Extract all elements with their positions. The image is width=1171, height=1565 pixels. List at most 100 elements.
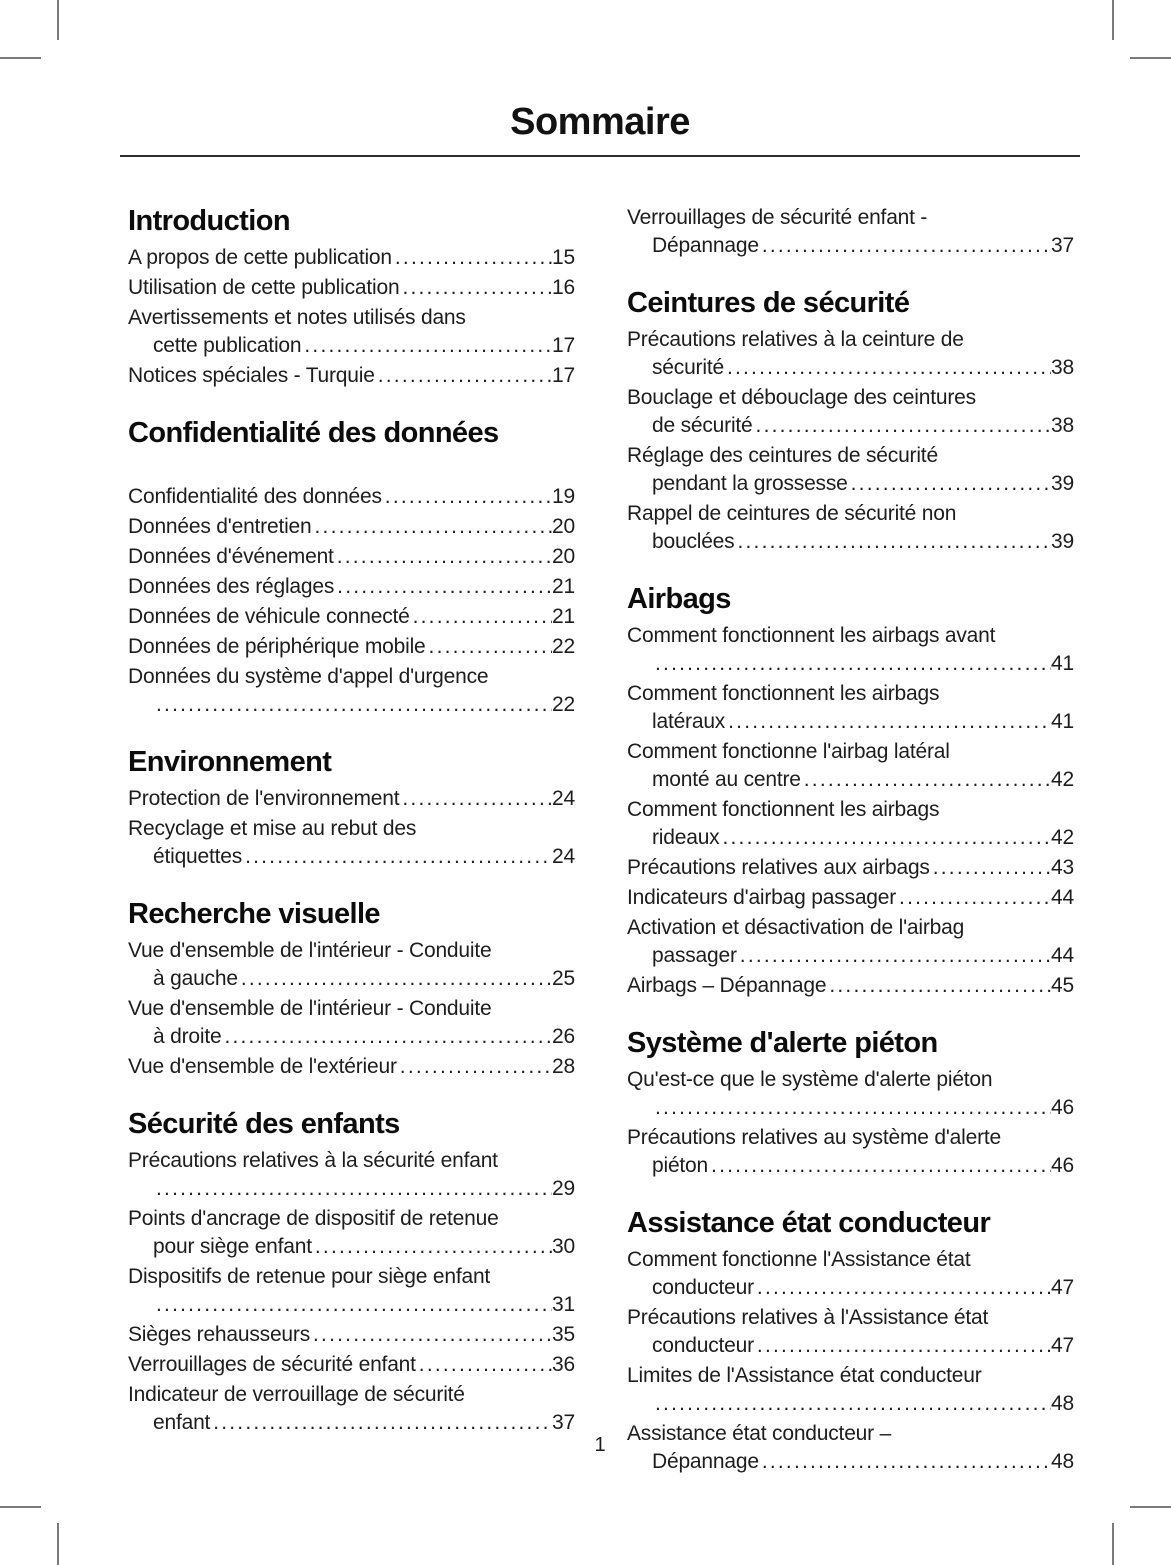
toc-entry-line: Assistance état conducteur –	[627, 1422, 892, 1445]
toc-entry[interactable]: Protection de l'environnement 24	[128, 785, 575, 813]
toc-entry[interactable]: A propos de cette publication 15	[128, 244, 575, 272]
toc-entry[interactable]: Notices spéciales - Turquie 17	[128, 362, 575, 390]
toc-page-number: 38	[1051, 414, 1074, 437]
toc-entry-label: monté au centre	[652, 768, 801, 791]
toc-page-number: 44	[1051, 944, 1074, 967]
toc-page-number: 20	[552, 545, 575, 568]
toc-entry[interactable]: Activation et désactivation de l'airbag p…	[627, 914, 1074, 970]
dot-leader	[224, 1023, 552, 1051]
toc-page-number: 42	[1051, 826, 1074, 849]
toc-page-number: 28	[552, 1055, 575, 1078]
toc-page-number: 39	[1051, 472, 1074, 495]
dot-leader	[245, 843, 552, 871]
dot-leader	[413, 603, 552, 631]
toc-entry[interactable]: Avertissements et notes utilisés dans cet…	[128, 304, 575, 360]
toc-entry[interactable]: Utilisation de cette publication 16	[128, 274, 575, 302]
title-rule	[120, 155, 1080, 157]
toc-entry[interactable]: Précautions relatives à la ceinture de sé…	[627, 326, 1074, 382]
toc-entry-line: Vue d'ensemble de l'intérieur - Conduite	[128, 939, 492, 962]
toc-entry-label: Données d'entretien	[128, 515, 312, 538]
section-entries: A propos de cette publication 15 Utilisati…	[128, 244, 575, 390]
toc-entry-line: Précautions relatives à l'Assistance éta…	[627, 1306, 989, 1329]
toc-entry[interactable]: Bouclage et débouclage des ceintures de s…	[627, 384, 1074, 440]
toc-entry-label: Données de périphérique mobile	[128, 635, 426, 658]
toc-page-number: 42	[1051, 768, 1074, 791]
toc-section: Sécurité des enfants Précautions relativ…	[128, 1107, 575, 1437]
toc-entry-lastline: Dépannage 37	[652, 232, 1074, 260]
toc-entry[interactable]: Comment fonctionnent les airbags latéraux…	[627, 680, 1074, 736]
toc-page-number: 35	[552, 1323, 575, 1346]
dot-leader	[711, 1152, 1051, 1180]
toc-entry-lastline: Précautions relatives aux airbags 43	[627, 854, 1074, 882]
section-heading: Airbags	[627, 583, 731, 615]
toc-entry[interactable]: Données des réglages 21	[128, 573, 575, 601]
toc-entry-lastline: 46	[652, 1094, 1074, 1122]
toc-entry[interactable]: Précautions relatives à l'Assistance éta…	[627, 1304, 1074, 1360]
toc-entry[interactable]: Limites de l'Assistance état conducteur 4…	[627, 1362, 1074, 1418]
toc-page-number: 38	[1051, 356, 1074, 379]
toc-entry[interactable]: Points d'ancrage de dispositif de retenu…	[128, 1205, 575, 1261]
dot-leader	[315, 513, 553, 541]
toc-entry[interactable]: Airbags – Dépannage 45	[627, 972, 1074, 1000]
dot-leader	[722, 824, 1051, 852]
toc-entry-lastline: à droite 26	[153, 1023, 575, 1051]
toc-entry[interactable]: Données de périphérique mobile 22	[128, 633, 575, 661]
toc-section: Recherche visuelle Vue d'ensemble de l'i…	[128, 897, 575, 1081]
toc-section: Ceintures de sécurité Précautions relati…	[627, 286, 1074, 556]
toc-entry-label: de sécurité	[652, 414, 753, 437]
toc-entry[interactable]: Données d'entretien 20	[128, 513, 575, 541]
toc-entry[interactable]: Verrouillages de sécurité enfant 36	[128, 1351, 575, 1379]
dot-leader	[737, 528, 1051, 556]
toc-entry[interactable]: Recyclage et mise au rebut des étiquettes…	[128, 815, 575, 871]
toc-entry[interactable]: Données de véhicule connecté 21	[128, 603, 575, 631]
section-entries: Protection de l'environnement24Recyclage…	[128, 785, 575, 871]
toc-page-number: 20	[552, 515, 575, 538]
toc-entry[interactable]: Vue d'ensemble de l'extérieur 28	[128, 1053, 575, 1081]
toc-entry-line: Dispositifs de retenue pour siège enfant	[128, 1265, 491, 1288]
dot-leader	[419, 1351, 552, 1379]
toc-entry-label: Dépannage	[652, 1450, 759, 1473]
toc-entry-lastline: Protection de l'environnement 24	[128, 785, 575, 813]
toc-entry-lastline: Notices spéciales - Turquie 17	[128, 362, 575, 390]
toc-entry[interactable]: Comment fonctionnent les airbags avant 41	[627, 622, 1074, 678]
toc-entry-lastline: rideaux 42	[652, 824, 1074, 852]
crop-mark	[1130, 1506, 1171, 1508]
toc-entry[interactable]: Qu'est-ce que le système d'alerte piéton…	[627, 1066, 1074, 1122]
dot-leader	[655, 1390, 1051, 1418]
toc-entry[interactable]: Précautions relatives aux airbags 43	[627, 854, 1074, 882]
toc-entry[interactable]: Comment fonctionne l'Assistance état cond…	[627, 1246, 1074, 1302]
toc-entry-label: A propos de cette publication	[128, 246, 392, 269]
toc-entry[interactable]: Indicateurs d'airbag passager 44	[627, 884, 1074, 912]
section-heading: Ceintures de sécurité	[627, 287, 910, 319]
toc-entry[interactable]: Données du système d'appel d'urgence 22	[128, 663, 575, 719]
crop-mark	[57, 0, 59, 40]
toc-entry[interactable]: Sièges rehausseurs 35	[128, 1321, 575, 1349]
toc-entry[interactable]: Vue d'ensemble de l'intérieur - Conduite…	[128, 937, 575, 993]
dot-leader	[385, 483, 552, 511]
dot-leader	[757, 1274, 1051, 1302]
toc-entry[interactable]: Comment fonctionnent les airbags rideaux 4…	[627, 796, 1074, 852]
toc-entry[interactable]: Rappel de ceintures de sécurité non boucl…	[627, 500, 1074, 556]
toc-entry[interactable]: Réglage des ceintures de sécurité pendant…	[627, 442, 1074, 498]
toc-entry[interactable]: Indicateur de verrouillage de sécurité en…	[128, 1381, 575, 1437]
toc-page-number: 17	[552, 364, 575, 387]
toc-entry-label: Verrouillages de sécurité enfant	[128, 1353, 416, 1376]
toc-entry[interactable]: Verrouillages de sécurité enfant - Dépann…	[627, 204, 1074, 260]
toc-entry-lastline: Airbags – Dépannage 45	[627, 972, 1074, 1000]
toc-entry-lastline: Données d'entretien 20	[128, 513, 575, 541]
toc-entry[interactable]: Précautions relatives au système d'alert…	[627, 1124, 1074, 1180]
toc-entry[interactable]: Assistance état conducteur – Dépannage 48	[627, 1420, 1074, 1476]
crop-mark	[1112, 0, 1114, 40]
toc-entry[interactable]: Confidentialité des données 19	[128, 483, 575, 511]
toc-entry[interactable]: Vue d'ensemble de l'intérieur - Conduite…	[128, 995, 575, 1051]
toc-entry[interactable]: Comment fonctionne l'airbag latéral monté…	[627, 738, 1074, 794]
toc-page-number: 46	[1051, 1096, 1074, 1119]
toc-entry-lastline: enfant 37	[153, 1409, 575, 1437]
toc-entry[interactable]: Dispositifs de retenue pour siège enfant…	[128, 1263, 575, 1319]
toc-entry-line: Avertissements et notes utilisés dans	[128, 306, 466, 329]
toc-entry[interactable]: Données d'événement 20	[128, 543, 575, 571]
toc-column-left: Introduction A propos de cette publicati…	[128, 204, 575, 1478]
toc-entry-lastline: Données de véhicule connecté 21	[128, 603, 575, 631]
toc-entry[interactable]: Précautions relatives à la sécurité enfa…	[128, 1147, 575, 1203]
toc-entry-lastline: Vue d'ensemble de l'extérieur 28	[128, 1053, 575, 1081]
